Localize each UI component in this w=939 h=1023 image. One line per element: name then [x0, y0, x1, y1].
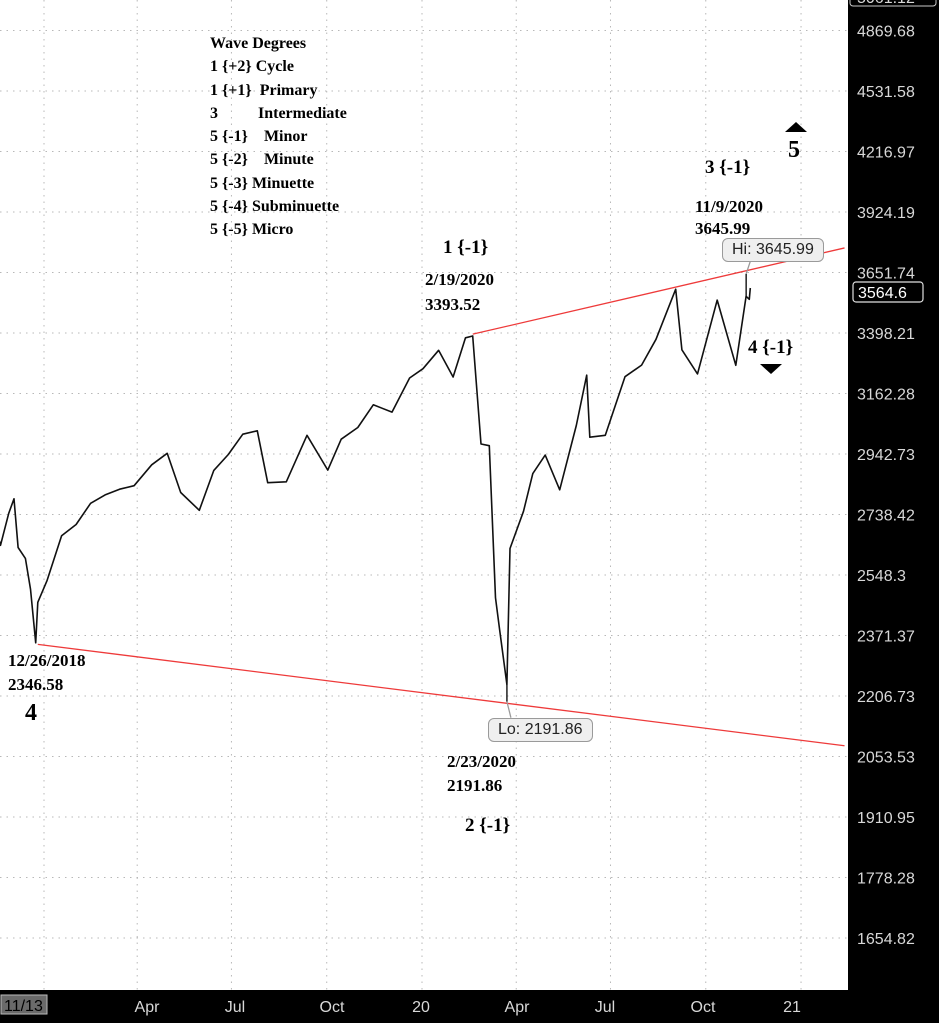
price-series	[0, 287, 752, 686]
last-price-label: 3564.6	[858, 285, 907, 302]
wave5-label: 5	[788, 137, 800, 163]
wave1-price: 3393.52	[425, 295, 481, 314]
legend-row: 5 {-2} Minute	[210, 151, 314, 169]
wave1-date: 2/19/2020	[425, 270, 494, 289]
y-tick-label: 4869.68	[857, 24, 915, 41]
x-left-label: 11/13	[4, 998, 43, 1015]
grid	[0, 0, 848, 990]
y-tick-label: 2942.73	[857, 447, 915, 464]
wave2-price: 2191.86	[447, 776, 503, 795]
legend-row: 5 {-1} Minor	[210, 128, 308, 146]
y-tick-label: 1778.28	[857, 870, 915, 887]
price-line	[0, 287, 752, 686]
high-callout-leader	[745, 261, 751, 275]
trendline	[37, 643, 845, 747]
y-tick-label: 1654.82	[857, 931, 915, 948]
y-axis: 4869.68 4531.58 4216.97 3924.19 3651.74 3398.…	[849, 0, 937, 948]
legend-row: 5 {-5} Micro	[210, 221, 294, 239]
wave3-price: 3645.99	[695, 219, 751, 238]
x-tick-label: Apr	[505, 999, 531, 1016]
wave4-down-triangle	[760, 364, 782, 374]
y-tick-label: 4531.58	[857, 84, 915, 101]
x-axis-panel	[0, 990, 939, 1023]
y-axis-panel	[848, 0, 939, 1023]
wave2-date: 2/23/2020	[447, 752, 516, 771]
x-tick-label: 21	[783, 999, 801, 1016]
x-tick-label: Jul	[595, 999, 615, 1016]
high-callout: Hi: 3645.99	[722, 238, 824, 262]
y-tick-label: 2371.37	[857, 628, 915, 645]
wave3-label: 3 {-1}	[705, 157, 751, 178]
wave4-date: 12/26/2018	[8, 651, 86, 670]
trendlines	[37, 247, 845, 747]
last-price-box	[852, 281, 924, 303]
x-tick-label: Oct	[691, 999, 716, 1016]
y-tick-label: 3651.74	[857, 266, 915, 283]
wave3-date: 11/9/2020	[695, 197, 764, 216]
trendline	[472, 247, 845, 335]
y-tick-label: 4216.97	[857, 144, 915, 161]
y-tick-label: 2053.53	[857, 749, 915, 766]
y-tick-label: 2548.3	[857, 568, 906, 585]
wave2-label: 2 {-1}	[465, 815, 511, 836]
wave4-label: 4	[25, 700, 37, 726]
x-cursor-box	[0, 994, 48, 1015]
y-tick-label: 3924.19	[857, 205, 915, 222]
legend-row: 1 {+1} Primary	[210, 81, 318, 99]
x-tick-label: Oct	[320, 999, 345, 1016]
low-callout-leader	[506, 701, 512, 718]
y-tick-label: 1910.95	[857, 810, 915, 827]
y-tick-label: 3162.28	[857, 386, 915, 403]
legend-title: Wave Degrees	[210, 35, 307, 52]
x-tick-label: Jul	[225, 999, 245, 1016]
wave4-price: 2346.58	[8, 675, 64, 694]
x-tick-label: 20	[412, 999, 430, 1016]
wave5-up-triangle	[785, 122, 807, 132]
legend-row: 1 {+2} Cycle	[210, 58, 294, 76]
wave-markers	[506, 122, 807, 718]
top-price-box	[849, 0, 937, 7]
wave1-label: 1 {-1}	[443, 237, 489, 258]
low-callout: Lo: 2191.86	[488, 718, 593, 742]
wave4-minor-label: 4 {-1}	[748, 337, 794, 358]
legend-row: 3 Intermediate	[210, 104, 347, 122]
legend-row: 5 {-3} Minuette	[210, 174, 315, 192]
x-axis: 9AprJulOct20AprJulOct2111/13	[0, 994, 801, 1016]
wave-degrees-legend: Wave Degrees 1 {+2} Cycle 1 {+1} Primary…	[210, 32, 347, 242]
legend-row: 5 {-4} Subminuette	[210, 198, 340, 216]
top-partial-label: 5061.12	[857, 0, 915, 7]
x-tick-label: Apr	[135, 999, 161, 1016]
y-tick-label: 2738.42	[857, 507, 915, 524]
y-tick-label: 2206.73	[857, 689, 915, 706]
y-tick-label: 3398.21	[857, 326, 915, 343]
